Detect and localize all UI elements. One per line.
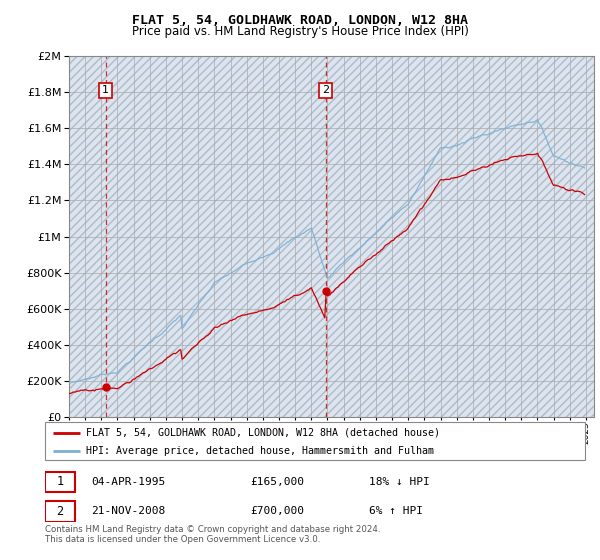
Text: £700,000: £700,000 — [250, 506, 304, 516]
Text: Contains HM Land Registry data © Crown copyright and database right 2024.
This d: Contains HM Land Registry data © Crown c… — [45, 525, 380, 544]
Text: Price paid vs. HM Land Registry's House Price Index (HPI): Price paid vs. HM Land Registry's House … — [131, 25, 469, 38]
Text: 21-NOV-2008: 21-NOV-2008 — [91, 506, 165, 516]
FancyBboxPatch shape — [45, 422, 585, 460]
Text: £165,000: £165,000 — [250, 477, 304, 487]
Text: 1: 1 — [102, 85, 109, 95]
Text: 2: 2 — [322, 85, 329, 95]
Text: FLAT 5, 54, GOLDHAWK ROAD, LONDON, W12 8HA (detached house): FLAT 5, 54, GOLDHAWK ROAD, LONDON, W12 8… — [86, 428, 439, 438]
Text: 18% ↓ HPI: 18% ↓ HPI — [369, 477, 430, 487]
Text: FLAT 5, 54, GOLDHAWK ROAD, LONDON, W12 8HA: FLAT 5, 54, GOLDHAWK ROAD, LONDON, W12 8… — [132, 14, 468, 27]
FancyBboxPatch shape — [45, 472, 75, 492]
Text: 1: 1 — [56, 475, 64, 488]
Text: 6% ↑ HPI: 6% ↑ HPI — [369, 506, 423, 516]
Text: HPI: Average price, detached house, Hammersmith and Fulham: HPI: Average price, detached house, Hamm… — [86, 446, 433, 456]
Text: 2: 2 — [56, 505, 64, 518]
Text: 04-APR-1995: 04-APR-1995 — [91, 477, 165, 487]
FancyBboxPatch shape — [45, 501, 75, 521]
